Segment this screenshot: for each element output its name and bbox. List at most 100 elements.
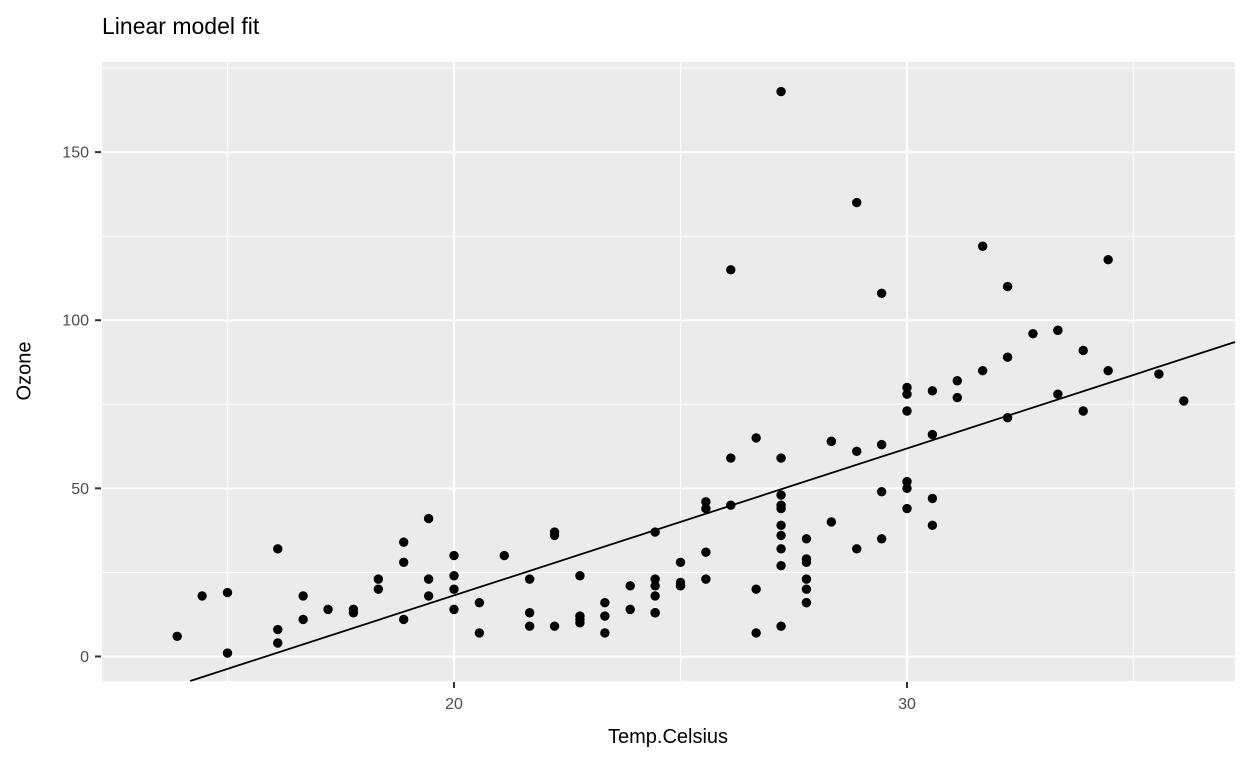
x-axis-title: Temp.Celsius [607, 726, 729, 748]
data-point [726, 265, 736, 275]
data-point [751, 628, 761, 638]
data-point [399, 537, 409, 547]
data-point [524, 621, 535, 631]
plot-title: Linear model fit [102, 13, 260, 39]
y-tick-label: 0 [80, 649, 89, 666]
fit-line [189, 341, 1236, 682]
data-point [474, 628, 485, 638]
data-point [751, 584, 761, 594]
data-point [373, 584, 384, 594]
data-point [1103, 365, 1113, 376]
x-tick-label: 20 [445, 696, 463, 713]
data-point [650, 527, 660, 537]
data-point [927, 520, 938, 531]
y-axis-title: Ozone [13, 341, 36, 401]
data-point [801, 597, 812, 608]
data-point [902, 406, 912, 416]
data-point [650, 581, 660, 591]
data-point [423, 574, 434, 584]
data-point [625, 604, 635, 615]
data-point [273, 624, 283, 635]
data-point [449, 550, 459, 561]
data-point [675, 581, 686, 591]
data-point [423, 513, 434, 524]
data-point [298, 591, 308, 601]
data-point [801, 557, 812, 568]
data-point [1103, 255, 1113, 265]
data-point [399, 614, 409, 625]
y-tick-label: 100 [62, 313, 89, 330]
data-point [776, 530, 786, 541]
data-point [826, 517, 837, 527]
data-point [600, 628, 610, 638]
data-point [650, 574, 660, 584]
data-point [600, 597, 610, 608]
data-point [1078, 345, 1088, 356]
data-point [399, 557, 409, 568]
data-point [423, 591, 434, 601]
data-point [701, 574, 711, 584]
data-point [1154, 369, 1164, 379]
data-point [801, 534, 812, 544]
data-point [927, 386, 938, 396]
data-point [876, 534, 887, 544]
data-point [298, 614, 308, 625]
data-point [852, 446, 862, 457]
data-point [776, 86, 786, 97]
data-point [776, 621, 786, 631]
data-point [273, 638, 283, 648]
data-point [902, 389, 912, 399]
data-point [701, 497, 711, 507]
data-point [701, 547, 711, 557]
data-point [675, 557, 686, 568]
data-point [776, 520, 786, 531]
data-point [348, 608, 359, 618]
data-point [776, 503, 786, 514]
data-point [876, 487, 887, 497]
data-point [751, 433, 761, 443]
data-point [273, 544, 283, 554]
data-point [1002, 281, 1013, 292]
y-tick-label: 150 [62, 145, 89, 162]
data-point [826, 436, 837, 446]
data-point [172, 631, 182, 641]
data-point [449, 584, 459, 594]
data-point [222, 648, 233, 658]
data-point [701, 503, 711, 514]
data-point [323, 604, 333, 615]
data-point [801, 584, 812, 594]
data-point [575, 611, 585, 621]
data-point [1002, 352, 1013, 362]
data-point [776, 490, 786, 500]
data-point [952, 376, 962, 386]
y-tick-label: 50 [71, 481, 89, 498]
data-point [902, 503, 912, 514]
data-point [1002, 413, 1013, 423]
panel-background [102, 62, 1235, 681]
data-point [776, 453, 786, 463]
data-point [776, 544, 786, 554]
data-point [977, 365, 988, 376]
data-point [549, 621, 560, 631]
data-point [852, 544, 862, 554]
data-point [650, 608, 660, 618]
data-point [575, 571, 585, 581]
data-point [524, 574, 535, 584]
data-point [726, 453, 736, 463]
data-point [1179, 396, 1189, 406]
data-point [449, 571, 459, 581]
data-point [499, 550, 509, 561]
data-point [1028, 328, 1038, 339]
data-point [1053, 325, 1063, 336]
data-point [449, 604, 459, 615]
x-tick-label: 30 [898, 696, 916, 713]
data-point [977, 241, 988, 251]
data-point [549, 527, 560, 537]
data-point [927, 429, 938, 440]
data-point [801, 574, 812, 584]
data-point [222, 587, 233, 598]
data-point [197, 591, 207, 601]
data-point [852, 197, 862, 208]
data-point [876, 439, 887, 450]
